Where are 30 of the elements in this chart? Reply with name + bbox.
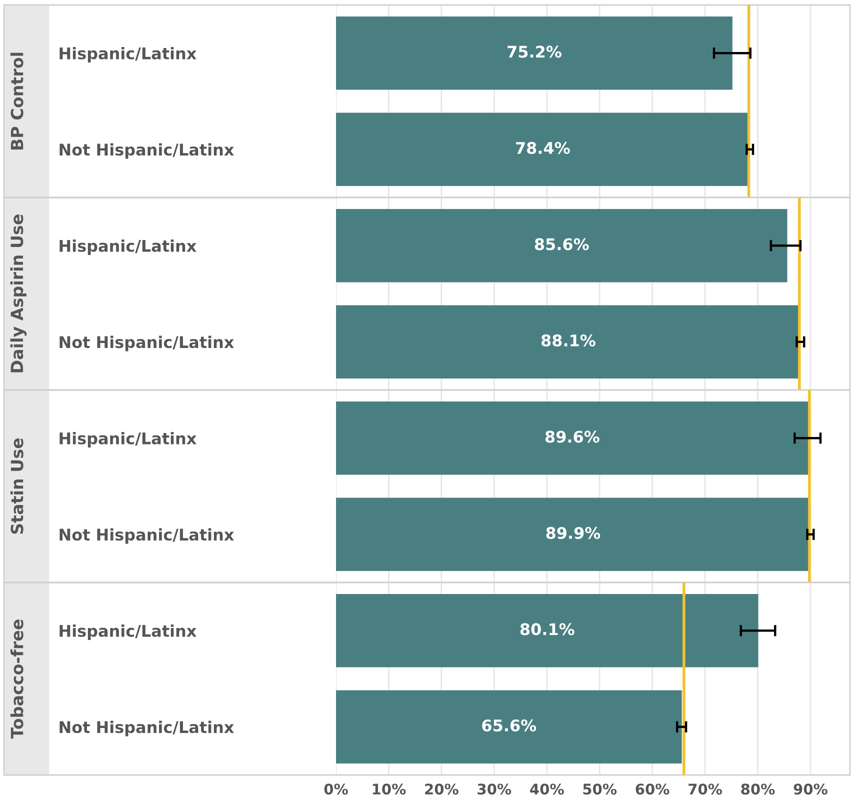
y-tick-label: Hispanic/Latinx bbox=[60, 432, 196, 448]
x-tick-label: 90% bbox=[794, 784, 828, 795]
data-label: 89.9% bbox=[546, 526, 600, 540]
y-tick-label: Not Hispanic/Latinx bbox=[60, 528, 234, 544]
y-axis-title: Daily Aspirin Use bbox=[10, 214, 27, 372]
data-label: 78.4% bbox=[516, 142, 570, 154]
y-tick-label: Not Hispanic/Latinx bbox=[60, 720, 234, 736]
y-tick-label: Not Hispanic/Latinx bbox=[60, 336, 234, 352]
y-tick-label: Not Hispanic/Latinx bbox=[60, 143, 234, 159]
x-tick-label: 60% bbox=[636, 784, 670, 795]
data-label: 88.1% bbox=[541, 334, 596, 347]
x-tick-label: 40% bbox=[530, 784, 564, 795]
data-label: 65.6% bbox=[482, 719, 536, 732]
y-tick-label: Hispanic/Latinx bbox=[60, 624, 196, 640]
y-axis-title: Statin Use bbox=[10, 438, 24, 534]
y-axis-title: BP Control bbox=[10, 52, 24, 150]
x-tick-label: 0% bbox=[324, 784, 348, 795]
data-label: 89.6% bbox=[545, 430, 600, 443]
x-tick-label: 20% bbox=[425, 784, 458, 795]
x-tick-label: 80% bbox=[741, 784, 775, 795]
y-axis-title: Tobacco-free bbox=[10, 620, 24, 739]
x-tick-label: 30% bbox=[478, 784, 512, 795]
x-tick-label: 50% bbox=[583, 784, 617, 795]
y-tick-label: Hispanic/Latinx bbox=[60, 47, 196, 63]
y-tick-label: Hispanic/Latinx bbox=[60, 240, 196, 256]
data-label: 85.6% bbox=[534, 238, 589, 250]
data-label: 75.2% bbox=[508, 46, 562, 58]
x-tick-label: 10% bbox=[372, 784, 406, 795]
x-tick-label: 70% bbox=[688, 784, 722, 795]
data-label: 80.1% bbox=[520, 623, 574, 636]
